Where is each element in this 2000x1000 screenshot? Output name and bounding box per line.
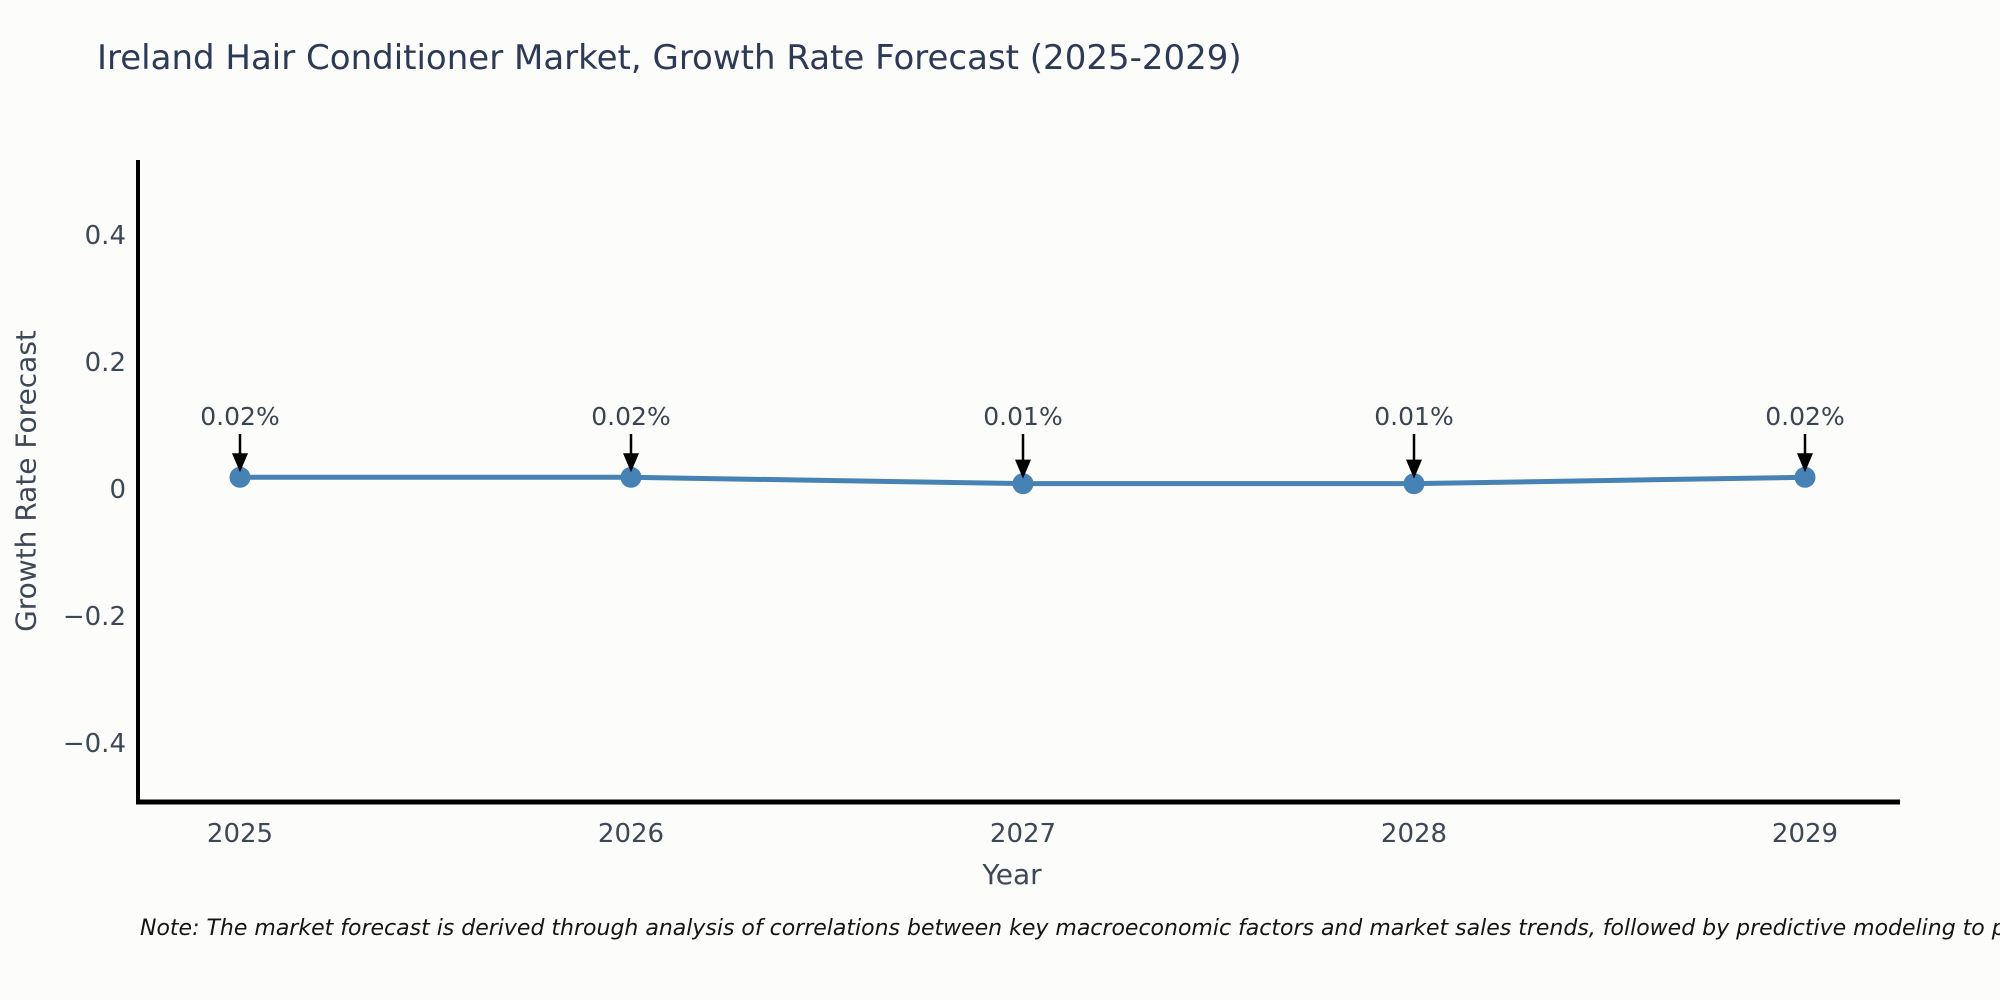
point-value-label-2029: 0.02%	[1765, 402, 1845, 431]
y-tick-label-0: 0	[109, 475, 126, 505]
footnote: Note: The market forecast is derived thr…	[140, 916, 2000, 941]
annotation-arrow-head-icon	[623, 453, 639, 473]
x-tick-label-2029: 2029	[1771, 819, 1839, 849]
point-value-label-2025: 0.02%	[200, 402, 280, 431]
data-point-2028	[1403, 473, 1425, 495]
data-point-2025	[229, 466, 251, 488]
chart-title: Ireland Hair Conditioner Market, Growth …	[97, 38, 1242, 78]
point-value-label-2026: 0.02%	[591, 402, 671, 431]
annotation-arrow-head-icon	[232, 453, 248, 473]
point-value-label-2027: 0.01%	[983, 402, 1063, 431]
data-point-2029	[1794, 466, 1816, 488]
point-value-label-2028: 0.01%	[1374, 402, 1454, 431]
annotation-arrow-head-icon	[1406, 459, 1422, 479]
x-tick-label-2028: 2028	[1380, 819, 1448, 849]
x-tick-label-2027: 2027	[989, 819, 1057, 849]
x-tick-label-2026: 2026	[597, 819, 665, 849]
y-tick-label-0.4: 0.4	[84, 221, 126, 251]
y-tick-label--0.4: −0.4	[62, 729, 126, 759]
x-tick-label-2025: 2025	[206, 819, 274, 849]
annotation-arrow-head-icon	[1797, 453, 1813, 473]
x-axis-title: Year	[982, 858, 1042, 891]
y-tick-label-0.2: 0.2	[84, 348, 126, 378]
y-tick-label--0.2: −0.2	[62, 602, 126, 632]
data-point-2026	[620, 466, 642, 488]
annotation-arrow-head-icon	[1015, 459, 1031, 479]
data-point-2027	[1012, 473, 1034, 495]
